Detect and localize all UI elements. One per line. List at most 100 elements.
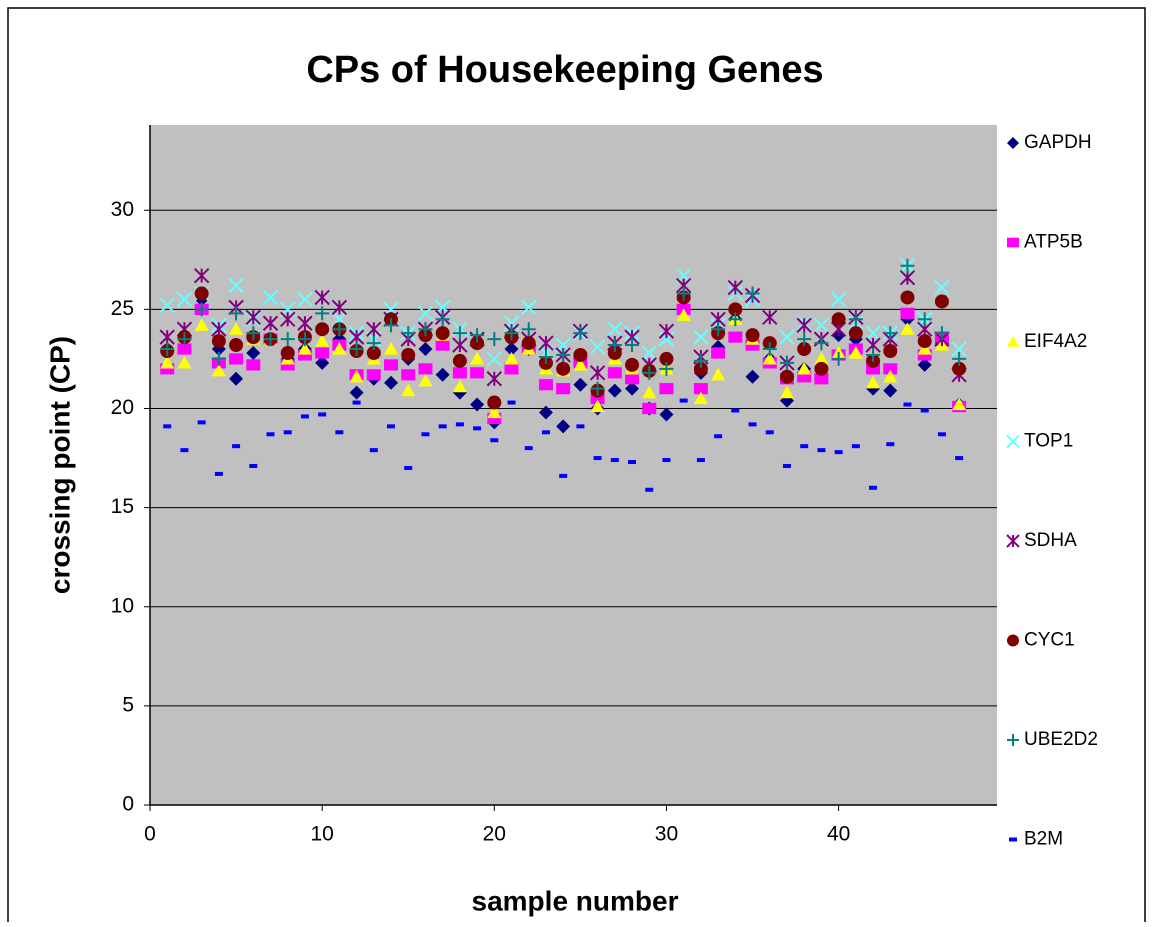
- marker: [318, 412, 327, 417]
- marker: [401, 369, 416, 381]
- marker: [607, 338, 622, 353]
- marker: [435, 312, 450, 327]
- marker: [659, 351, 674, 366]
- marker: [814, 351, 829, 365]
- marker: [745, 339, 760, 351]
- x-tick-label: 0: [144, 823, 156, 846]
- marker: [263, 332, 278, 347]
- marker: [800, 444, 809, 449]
- marker: [262, 289, 279, 306]
- marker: [331, 299, 348, 316]
- marker: [745, 286, 760, 301]
- marker: [504, 363, 519, 375]
- marker: [314, 289, 330, 306]
- y-tick-label: 25: [111, 297, 134, 320]
- marker: [504, 342, 519, 357]
- marker: [693, 353, 708, 368]
- legend-label: TOP1: [1024, 431, 1073, 452]
- marker: [782, 463, 791, 468]
- marker: [524, 446, 533, 451]
- y-axis-label: crossing point (CP): [44, 336, 75, 594]
- marker: [693, 391, 708, 405]
- marker: [645, 487, 654, 492]
- marker: [194, 286, 209, 301]
- marker: [335, 430, 344, 435]
- marker: [745, 328, 760, 343]
- marker: [883, 369, 898, 383]
- marker: [315, 322, 330, 337]
- marker: [607, 345, 622, 360]
- marker: [177, 355, 192, 369]
- marker: [883, 383, 898, 398]
- marker: [866, 347, 881, 362]
- marker: [418, 363, 433, 375]
- marker: [366, 369, 381, 381]
- marker: [728, 331, 743, 343]
- legend-marker: [1007, 734, 1019, 746]
- marker: [332, 322, 347, 337]
- x-axis-label: sample number: [472, 885, 679, 916]
- marker: [297, 342, 312, 355]
- marker: [297, 349, 312, 361]
- marker: [349, 342, 364, 357]
- marker: [521, 299, 537, 316]
- marker: [541, 430, 550, 435]
- legend-label: UBE2D2: [1024, 729, 1098, 750]
- marker: [401, 383, 416, 397]
- legend-marker: [1007, 336, 1019, 347]
- marker: [193, 267, 210, 284]
- marker: [487, 332, 502, 347]
- marker: [731, 408, 740, 413]
- marker: [538, 379, 553, 391]
- marker: [249, 463, 258, 468]
- marker: [573, 347, 588, 362]
- marker: [711, 347, 726, 359]
- legend-label: CYC1: [1024, 630, 1075, 651]
- marker: [576, 424, 585, 429]
- marker: [659, 361, 674, 376]
- marker: [418, 322, 433, 337]
- marker: [797, 371, 812, 383]
- marker: [504, 351, 519, 365]
- marker: [851, 444, 860, 449]
- marker: [538, 405, 553, 420]
- marker: [332, 342, 347, 355]
- marker: [625, 357, 640, 372]
- marker: [900, 307, 915, 319]
- marker: [160, 363, 175, 375]
- marker: [934, 279, 950, 296]
- marker: [245, 309, 262, 326]
- marker: [538, 335, 554, 351]
- marker: [607, 321, 623, 337]
- marker: [814, 336, 829, 351]
- marker: [315, 334, 330, 347]
- marker: [607, 367, 622, 379]
- y-tick-label: 20: [111, 396, 134, 419]
- marker: [590, 392, 605, 405]
- marker: [714, 434, 723, 439]
- marker: [470, 397, 485, 412]
- marker: [625, 338, 640, 353]
- marker: [748, 422, 757, 427]
- marker: [521, 336, 536, 351]
- x-tick-label: 10: [310, 823, 333, 846]
- marker: [883, 344, 898, 359]
- marker: [834, 450, 843, 455]
- marker: [176, 291, 193, 308]
- marker: [228, 277, 244, 294]
- marker: [404, 465, 413, 470]
- legend-label: SDHA: [1024, 530, 1077, 551]
- marker: [262, 315, 279, 331]
- marker: [765, 430, 774, 435]
- legend-marker: [1007, 237, 1019, 248]
- marker: [814, 361, 829, 376]
- marker: [297, 315, 313, 331]
- marker: [727, 279, 744, 296]
- marker: [470, 328, 485, 343]
- marker: [487, 412, 502, 425]
- marker: [883, 326, 898, 341]
- marker: [676, 286, 691, 301]
- marker: [779, 329, 795, 345]
- marker: [435, 367, 450, 382]
